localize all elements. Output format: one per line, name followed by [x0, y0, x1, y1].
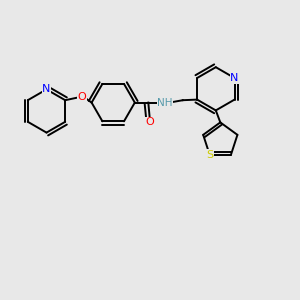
Text: S: S	[206, 150, 213, 160]
Text: O: O	[77, 92, 86, 102]
Text: N: N	[230, 73, 239, 83]
Text: NH: NH	[157, 98, 172, 108]
Text: O: O	[146, 117, 154, 127]
Text: N: N	[42, 84, 51, 94]
